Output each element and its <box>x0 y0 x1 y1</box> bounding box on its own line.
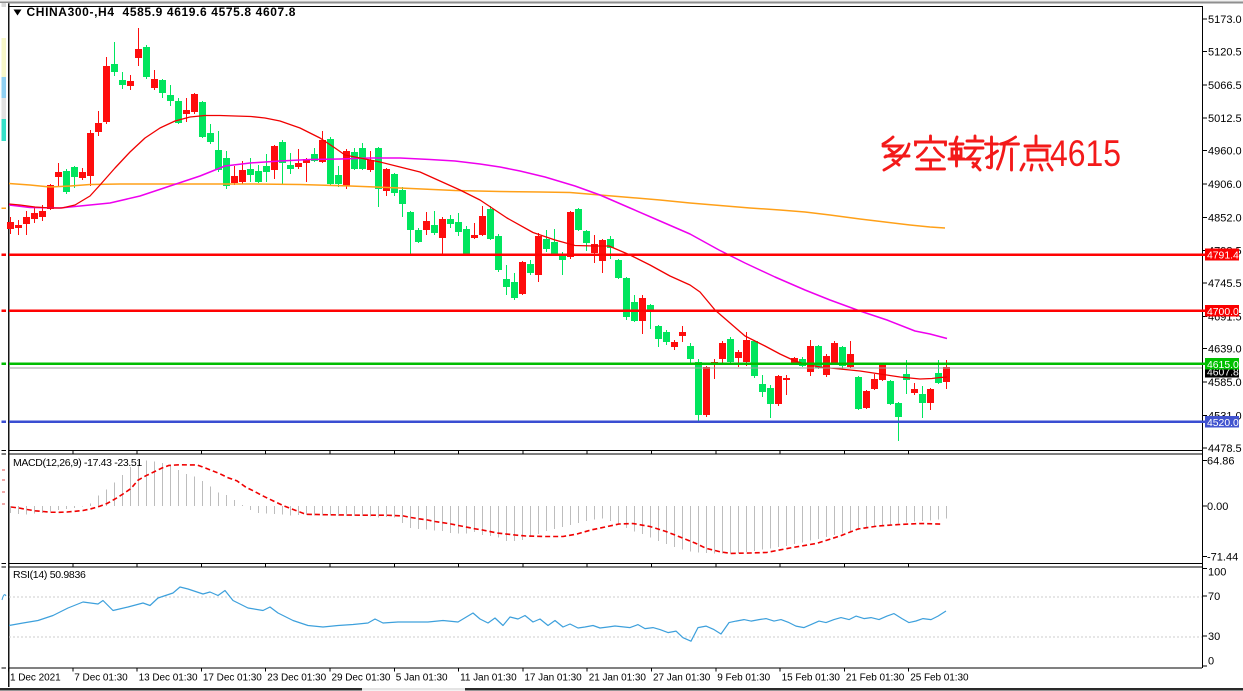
svg-text:70: 70 <box>1208 591 1220 603</box>
svg-text:100: 100 <box>1208 567 1226 579</box>
svg-text:25 Feb 01:30: 25 Feb 01:30 <box>910 673 969 684</box>
svg-text:MACD(12,26,9) -17.43 -23.51: MACD(12,26,9) -17.43 -23.51 <box>13 457 142 469</box>
svg-text:21 Jan 01:30: 21 Jan 01:30 <box>589 673 647 684</box>
svg-text:4700.0: 4700.0 <box>1207 307 1239 318</box>
svg-text:CHINA300-,H4 4585.9 4619.6 45: CHINA300-,H4 4585.9 4619.6 4575.8 4607.8 <box>27 5 297 19</box>
svg-text:27 Jan 01:30: 27 Jan 01:30 <box>653 673 711 684</box>
svg-text:17 Dec 01:30: 17 Dec 01:30 <box>203 673 262 684</box>
svg-text:0: 0 <box>1208 655 1214 667</box>
svg-text:4615: 4615 <box>1050 133 1121 174</box>
svg-text:21 Feb 01:30: 21 Feb 01:30 <box>846 673 905 684</box>
svg-text:9 Feb 01:30: 9 Feb 01:30 <box>717 673 770 684</box>
svg-text:5 Jan 01:30: 5 Jan 01:30 <box>396 673 448 684</box>
svg-text:5066.5: 5066.5 <box>1208 80 1242 92</box>
svg-text:4520.0: 4520.0 <box>1207 418 1239 429</box>
svg-text:29 Dec 01:30: 29 Dec 01:30 <box>332 673 391 684</box>
svg-text:1 Dec 2021: 1 Dec 2021 <box>10 673 61 684</box>
svg-text:4852.0: 4852.0 <box>1208 212 1242 224</box>
svg-text:4615.0: 4615.0 <box>1207 360 1239 371</box>
svg-text:11 Jan 01:30: 11 Jan 01:30 <box>460 673 517 684</box>
svg-text:4745.5: 4745.5 <box>1208 278 1242 290</box>
svg-text:15 Feb 01:30: 15 Feb 01:30 <box>782 673 841 684</box>
svg-text:4639.0: 4639.0 <box>1208 344 1242 356</box>
svg-text:RSI(14) 50.9836: RSI(14) 50.9836 <box>13 569 86 581</box>
svg-text:-71.44: -71.44 <box>1207 552 1238 564</box>
svg-text:30: 30 <box>1208 631 1220 643</box>
svg-text:4906.0: 4906.0 <box>1208 179 1242 191</box>
svg-text:4960.0: 4960.0 <box>1208 146 1242 158</box>
svg-text:0.00: 0.00 <box>1207 501 1228 513</box>
svg-text:64.86: 64.86 <box>1207 456 1235 468</box>
svg-text:4791.4: 4791.4 <box>1207 251 1239 262</box>
svg-text:23 Dec 01:30: 23 Dec 01:30 <box>267 673 326 684</box>
svg-text:4478.5: 4478.5 <box>1208 443 1242 455</box>
svg-text:5120.5: 5120.5 <box>1208 47 1242 59</box>
svg-text:5012.5: 5012.5 <box>1208 113 1242 125</box>
svg-text:7 Dec 01:30: 7 Dec 01:30 <box>74 673 128 684</box>
svg-text:4607.8: 4607.8 <box>1207 368 1239 379</box>
svg-text:5173.0: 5173.0 <box>1208 14 1242 26</box>
svg-text:17 Jan 01:30: 17 Jan 01:30 <box>524 673 582 684</box>
svg-text:13 Dec 01:30: 13 Dec 01:30 <box>139 673 198 684</box>
svg-text:4585.0: 4585.0 <box>1208 377 1242 389</box>
